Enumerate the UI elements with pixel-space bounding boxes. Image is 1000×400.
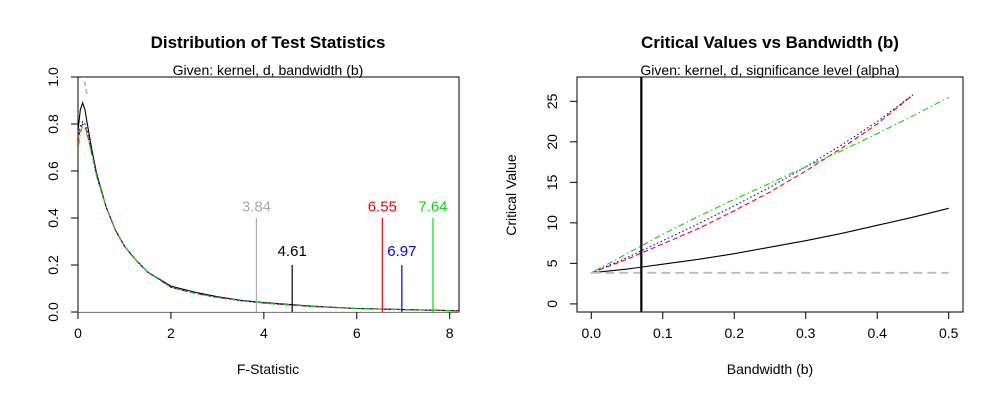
right-plot-frame: [576, 76, 964, 313]
right-x-axis: 0.0 0.1 0.2 0.3 0.4 0.5: [582, 312, 959, 341]
left-chart-xlabel: F-Statistic: [237, 361, 299, 377]
left-y-tick-label: 0.2: [45, 255, 61, 275]
left-x-tick-label: 8: [446, 325, 454, 341]
left-plot-area: 3.84 4.61 6.55 6.97 7.64: [78, 77, 459, 312]
right-x-tick-label: 0.4: [867, 325, 887, 341]
right-y-tick-label: 20: [544, 134, 560, 150]
left-x-axis: 0 2 4 6 8: [74, 312, 454, 341]
left-x-tick-label: 6: [353, 325, 361, 341]
left-x-tick-label: 0: [74, 325, 82, 341]
right-y-tick-label: 5: [544, 259, 560, 267]
left-series-line: [78, 125, 459, 312]
right-x-tick-label: 0.5: [939, 325, 959, 341]
left-y-tick-label: 0.6: [45, 161, 61, 181]
right-chart-subtitle: Given: kernel, d, significance level (al…: [640, 62, 899, 78]
left-y-tick-label: 0.8: [45, 114, 61, 134]
left-series-line: [83, 77, 89, 96]
right-series-line: [591, 94, 914, 274]
left-x-tick-label: 2: [167, 325, 175, 341]
critical-value-label: 7.64: [418, 198, 447, 215]
right-series-line: [591, 96, 949, 274]
right-x-tick-label: 0.0: [582, 325, 602, 341]
right-y-tick-label: 0: [544, 300, 560, 308]
right-chart-title: Critical Values vs Bandwidth (b): [641, 33, 899, 52]
right-plot-area: [591, 77, 949, 312]
right-y-axis: 0 5 10 15 20 25: [544, 93, 577, 308]
left-chart-title: Distribution of Test Statistics: [151, 33, 386, 52]
critical-value-label: 6.97: [387, 243, 416, 260]
right-chart-ylabel: Critical Value: [503, 154, 519, 236]
left-y-tick-label: 0.0: [45, 302, 61, 322]
right-y-tick-label: 10: [544, 215, 560, 231]
left-y-tick-label: 0.4: [45, 208, 61, 228]
left-chart-subtitle: Given: kernel, d, bandwidth (b): [173, 62, 364, 78]
right-chart-panel: Critical Values vs Bandwidth (b) Given: …: [503, 33, 964, 377]
left-y-axis: 0.0 0.2 0.4 0.6 0.8 1.0: [45, 67, 78, 322]
left-chart-panel: Distribution of Test Statistics Given: k…: [45, 33, 460, 377]
critical-value-label: 4.61: [278, 243, 307, 260]
right-y-tick-label: 25: [544, 93, 560, 109]
critical-value-label: 3.84: [242, 198, 271, 215]
left-x-tick-label: 4: [260, 325, 268, 341]
right-x-tick-label: 0.1: [653, 325, 673, 341]
right-y-tick-label: 15: [544, 174, 560, 190]
right-x-tick-label: 0.3: [796, 325, 816, 341]
left-y-tick-label: 1.0: [45, 67, 61, 87]
left-series-line: [78, 123, 459, 312]
right-x-tick-label: 0.2: [725, 325, 745, 341]
critical-value-label: 6.55: [368, 198, 397, 215]
right-series-line: [591, 207, 949, 274]
right-chart-xlabel: Bandwidth (b): [727, 361, 813, 377]
right-series-line: [591, 94, 914, 274]
